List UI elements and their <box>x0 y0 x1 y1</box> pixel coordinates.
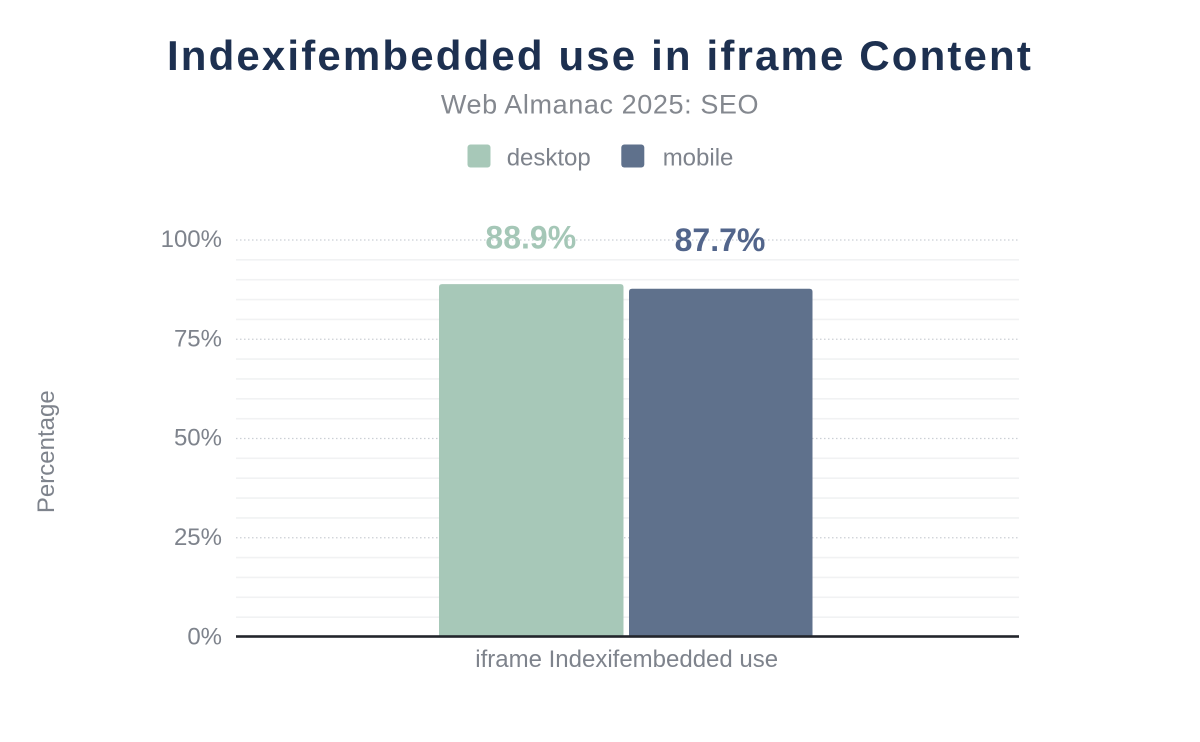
svg-text:Web Almanac 2025: SEO: Web Almanac 2025: SEO <box>441 90 759 120</box>
svg-text:0%: 0% <box>187 624 222 651</box>
svg-text:mobile: mobile <box>663 145 734 172</box>
svg-text:87.7%: 87.7% <box>675 222 766 258</box>
svg-text:Percentage: Percentage <box>33 390 60 513</box>
svg-text:desktop: desktop <box>507 145 591 172</box>
svg-text:50%: 50% <box>174 425 222 452</box>
svg-text:75%: 75% <box>174 325 222 352</box>
svg-text:iframe Indexifembedded use: iframe Indexifembedded use <box>475 646 778 673</box>
svg-text:25%: 25% <box>174 524 222 551</box>
svg-text:Indexifembedded use in iframe: Indexifembedded use in iframe Content <box>167 32 1033 79</box>
svg-text:100%: 100% <box>161 226 222 253</box>
svg-text:88.9%: 88.9% <box>485 220 576 256</box>
